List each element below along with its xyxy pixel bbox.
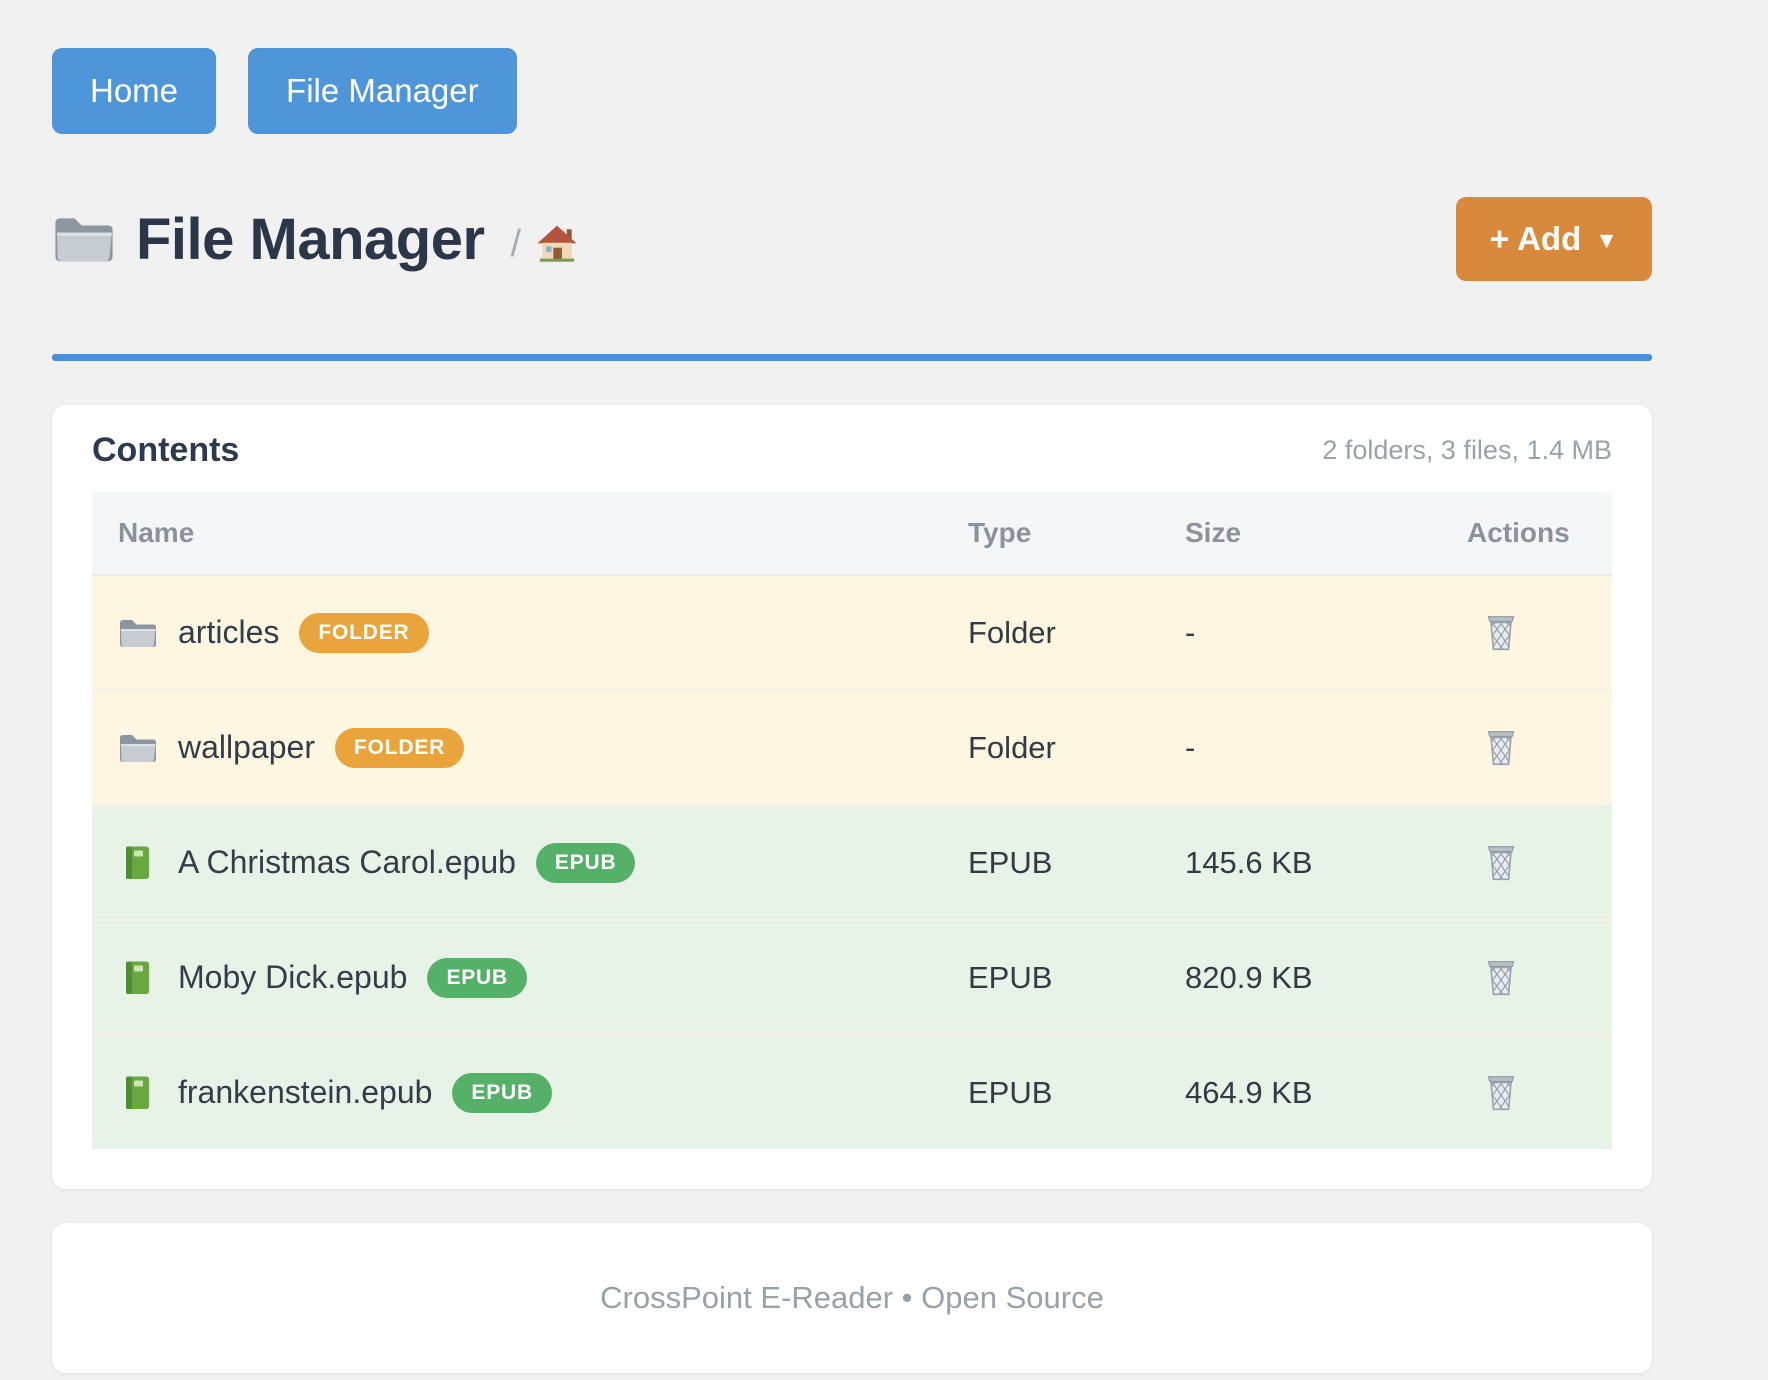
file-name[interactable]: frankenstein.epub — [178, 1074, 433, 1110]
house-icon[interactable] — [535, 222, 579, 266]
delete-button[interactable] — [1467, 728, 1519, 768]
table-header-row: Name Type Size Actions — [92, 492, 1612, 576]
book-icon — [118, 845, 158, 881]
wastebasket-icon — [1483, 613, 1519, 653]
type-badge: EPUB — [452, 1072, 552, 1113]
contents-summary: 2 folders, 3 files, 1.4 MB — [1322, 435, 1612, 465]
table-row[interactable]: wallpaper FOLDER Folder - — [92, 689, 1612, 805]
size-cell: 464.9 KB — [1185, 1034, 1467, 1149]
type-cell: EPUB — [968, 919, 1185, 1035]
delete-button[interactable] — [1467, 1073, 1519, 1113]
book-icon — [118, 1075, 158, 1111]
column-header-actions: Actions — [1467, 492, 1612, 576]
book-icon — [118, 960, 158, 996]
footer-text: CrossPoint E-Reader • Open Source — [600, 1280, 1104, 1315]
footer: CrossPoint E-Reader • Open Source — [52, 1223, 1652, 1373]
contents-heading: Contents — [92, 431, 240, 469]
caret-down-icon: ▼ — [1595, 226, 1618, 253]
wastebasket-icon — [1483, 728, 1519, 768]
table-row[interactable]: Moby Dick.epub EPUB EPUB 820.9 KB — [92, 919, 1612, 1035]
type-cell: EPUB — [968, 804, 1185, 920]
type-badge: EPUB — [427, 957, 527, 998]
size-cell: 145.6 KB — [1185, 804, 1467, 920]
folder-icon — [52, 212, 116, 266]
type-cell: Folder — [968, 575, 1185, 690]
file-manager-button[interactable]: File Manager — [248, 48, 517, 134]
add-button-label: + Add — [1489, 220, 1582, 257]
add-button[interactable]: + Add ▼ — [1455, 197, 1652, 281]
contents-card-header: Contents 2 folders, 3 files, 1.4 MB — [92, 431, 1612, 470]
type-badge: FOLDER — [334, 727, 465, 768]
home-button[interactable]: Home — [52, 48, 217, 134]
type-badge: EPUB — [535, 842, 636, 883]
delete-button[interactable] — [1467, 958, 1519, 998]
size-cell: - — [1185, 575, 1467, 690]
file-name[interactable]: wallpaper — [178, 729, 315, 765]
folder-icon — [118, 730, 158, 766]
column-header-size: Size — [1185, 492, 1467, 576]
page-title: File Manager / — [52, 206, 579, 273]
file-name[interactable]: Moby Dick.epub — [178, 959, 408, 995]
column-header-type: Type — [968, 492, 1185, 576]
wastebasket-icon — [1483, 958, 1519, 998]
folder-icon — [118, 615, 158, 651]
table-row[interactable]: frankenstein.epub EPUB EPUB 464.9 KB — [92, 1034, 1612, 1149]
delete-button[interactable] — [1467, 843, 1519, 883]
breadcrumb-separator: / — [510, 222, 522, 265]
size-cell: - — [1185, 689, 1467, 805]
delete-button[interactable] — [1467, 613, 1519, 653]
table-row[interactable]: A Christmas Carol.epub EPUB EPUB 145.6 K… — [92, 804, 1612, 920]
size-cell: 820.9 KB — [1185, 919, 1467, 1035]
table-row[interactable]: articles FOLDER Folder - — [92, 575, 1612, 690]
type-cell: EPUB — [968, 1034, 1185, 1149]
page: Home File Manager File Manager / — [52, 0, 1652, 1373]
file-name[interactable]: articles — [178, 614, 280, 650]
column-header-name: Name — [92, 492, 968, 576]
wastebasket-icon — [1483, 843, 1519, 883]
type-badge: FOLDER — [299, 612, 429, 653]
title-divider — [52, 354, 1652, 361]
type-cell: Folder — [968, 689, 1185, 805]
file-name[interactable]: A Christmas Carol.epub — [178, 844, 516, 880]
wastebasket-icon — [1483, 1073, 1519, 1113]
toolbar: Home File Manager — [52, 0, 1652, 134]
file-table: Name Type Size Actions articles — [92, 492, 1612, 1149]
page-title-text: File Manager — [136, 206, 485, 272]
contents-card: Contents 2 folders, 3 files, 1.4 MB Name… — [52, 405, 1652, 1189]
page-header: File Manager / + Add ▼ — [52, 194, 1652, 284]
